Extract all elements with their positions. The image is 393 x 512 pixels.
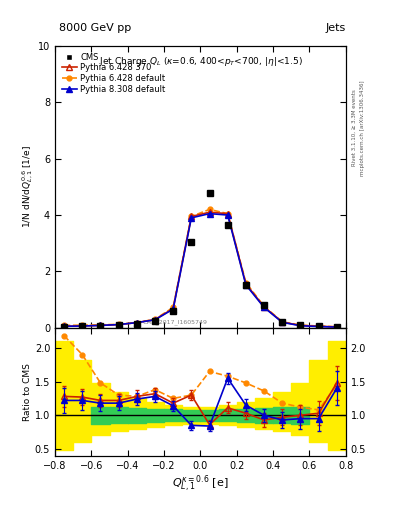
CMS (62, 324, 66, 330)
Text: Rivet 3.1.10, ≥ 3.3M events: Rivet 3.1.10, ≥ 3.3M events (352, 90, 357, 166)
CMS (98, 323, 103, 329)
CMS (116, 322, 121, 328)
CMS (134, 321, 139, 327)
CMS (207, 189, 212, 196)
Text: mcplots.cern.ch [arXiv:1306.3436]: mcplots.cern.ch [arXiv:1306.3436] (360, 80, 365, 176)
Y-axis label: Ratio to CMS: Ratio to CMS (23, 362, 32, 421)
CMS (225, 222, 230, 228)
CMS (244, 283, 248, 289)
Text: 8000 GeV pp: 8000 GeV pp (59, 23, 131, 33)
Legend: CMS, Pythia 6.428 370, Pythia 6.428 default, Pythia 8.308 default: CMS, Pythia 6.428 370, Pythia 6.428 defa… (59, 50, 168, 96)
CMS (171, 308, 176, 314)
CMS (280, 318, 285, 325)
Text: Jets: Jets (325, 23, 346, 33)
CMS (298, 323, 303, 329)
CMS (80, 323, 84, 329)
CMS (262, 302, 266, 308)
CMS (334, 324, 339, 330)
Y-axis label: 1/N dN/d$Q_{L,1}^{0.6}$ [1/e]: 1/N dN/d$Q_{L,1}^{0.6}$ [1/e] (20, 145, 35, 228)
CMS (152, 318, 157, 325)
CMS (316, 323, 321, 329)
Text: CMS_2017_I1605749: CMS_2017_I1605749 (142, 319, 207, 325)
Line: CMS: CMS (61, 189, 340, 330)
X-axis label: $Q_{L,1}^{\kappa=0.6}$ [e]: $Q_{L,1}^{\kappa=0.6}$ [e] (172, 473, 229, 494)
Text: Jet Charge $Q_{L}$ ($\kappa$=0.6, 400<$p_{T}$<700, $|\eta|$<1.5): Jet Charge $Q_{L}$ ($\kappa$=0.6, 400<$p… (99, 55, 302, 68)
CMS (189, 239, 194, 245)
